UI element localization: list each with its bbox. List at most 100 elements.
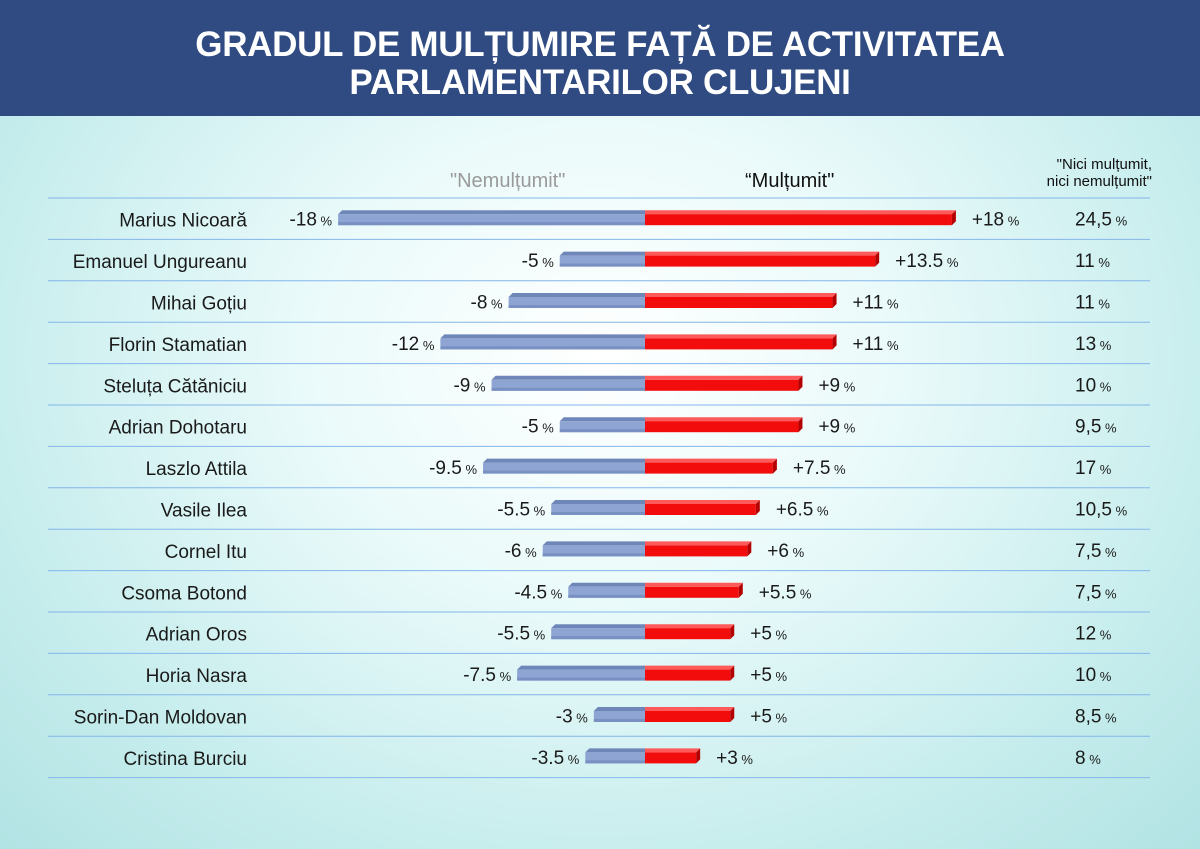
positive-value-label: +9 % <box>818 375 855 396</box>
negative-bar-top <box>542 541 645 546</box>
neutral-value-label: 7,5 % <box>1075 582 1117 603</box>
positive-bar-top <box>645 500 760 504</box>
positive-bar-side <box>772 458 777 474</box>
positive-bar-top <box>645 334 837 339</box>
row-name: Emanuel Ungureanu <box>73 252 247 273</box>
positive-value-label: +6 % <box>767 541 804 562</box>
neutral-value-label: 7,5 % <box>1075 541 1117 562</box>
negative-bar-top <box>559 251 645 256</box>
negative-value-label: -6 % <box>505 541 538 562</box>
negative-value-label: -4.5 % <box>514 582 562 603</box>
neutral-value-label: 10,5 % <box>1075 500 1128 521</box>
positive-value-label: +5 % <box>750 707 787 728</box>
positive-bar <box>645 669 731 681</box>
positive-bar-side <box>696 748 701 764</box>
neutral-value-label: 10 % <box>1075 375 1112 396</box>
positive-bar <box>645 545 748 557</box>
negative-value-label: -3 % <box>556 707 589 728</box>
negative-bar-top <box>551 624 645 629</box>
positive-bar <box>645 255 876 267</box>
row-name: Marius Nicoară <box>119 211 247 232</box>
neutral-value-label: 8 % <box>1075 748 1101 769</box>
negative-bar-shade <box>517 677 645 681</box>
positive-bar <box>645 711 731 722</box>
neutral-value-label: 8,5 % <box>1075 707 1117 728</box>
positive-bar-top <box>645 458 777 463</box>
negative-bar-shade <box>568 594 645 598</box>
positive-value-label: +5.5 % <box>759 582 812 603</box>
neutral-value-label: 9,5 % <box>1075 417 1117 438</box>
positive-value-label: +3 % <box>716 748 753 769</box>
row-name: Steluța Cătăniciu <box>103 376 247 397</box>
positive-value-label: +13.5 % <box>895 251 959 272</box>
negative-bar-top <box>508 293 645 297</box>
negative-bar-shade <box>551 636 645 640</box>
positive-bar-side <box>755 500 760 515</box>
neutral-value-label: 12 % <box>1075 624 1112 645</box>
positive-value-label: +9 % <box>818 417 855 438</box>
negative-bar-top <box>440 334 645 339</box>
row-name: Florin Stamatian <box>109 335 247 356</box>
positive-bar-side <box>730 624 735 640</box>
negative-bar <box>593 711 645 722</box>
positive-bar-side <box>875 251 880 267</box>
negative-bar <box>559 255 645 267</box>
positive-bar-side <box>738 582 743 598</box>
negative-bar-shade <box>483 470 645 474</box>
negative-column-header: "Nemulțumit" <box>450 170 566 192</box>
positive-value-label: +5 % <box>750 624 787 645</box>
positive-bar-side <box>951 210 956 226</box>
title-line-1: GRADUL DE MULȚUMIRE FAȚĂ DE ACTIVITATEA <box>195 25 1005 64</box>
positive-bar-side <box>798 417 803 433</box>
positive-bar-side <box>832 334 837 350</box>
negative-bar-top <box>491 375 645 380</box>
negative-bar-top <box>483 458 645 463</box>
row-name: Horia Nasra <box>146 666 248 687</box>
row-name: Adrian Dohotaru <box>109 418 247 439</box>
row-name: Mihai Goțiu <box>151 294 247 315</box>
positive-bar-top <box>645 210 956 215</box>
negative-bar-shade <box>491 387 645 391</box>
negative-value-label: -12 % <box>392 334 435 355</box>
neutral-value-label: 17 % <box>1075 458 1112 479</box>
negative-bar-top <box>593 707 645 711</box>
negative-bar <box>542 545 645 557</box>
positive-bar <box>645 586 739 598</box>
positive-bar-side <box>730 707 735 722</box>
negative-bar-shade <box>559 429 645 433</box>
negative-bar <box>338 214 645 226</box>
neutral-value-label: 10 % <box>1075 665 1112 686</box>
negative-value-label: -9 % <box>453 375 486 396</box>
negative-bar <box>483 462 645 474</box>
positive-bar-top <box>645 624 735 629</box>
positive-bar-top <box>645 251 880 256</box>
positive-bar <box>645 421 799 433</box>
negative-bar-top <box>568 582 645 587</box>
positive-bar-side <box>832 293 837 308</box>
row-name: Cornel Itu <box>165 542 247 563</box>
row-name: Laszlo Attila <box>146 459 248 480</box>
negative-bar <box>440 338 645 350</box>
neutral-value-label: 24,5 % <box>1075 210 1128 231</box>
negative-value-label: -7.5 % <box>463 665 511 686</box>
negative-bar <box>551 504 645 515</box>
positive-bar-top <box>645 417 803 422</box>
neutral-value-label: 13 % <box>1075 334 1112 355</box>
positive-bar-top <box>645 541 752 546</box>
negative-bar <box>517 669 645 681</box>
negative-value-label: -5 % <box>522 251 555 272</box>
row-name: Adrian Oros <box>146 625 247 646</box>
positive-bar-top <box>645 375 803 380</box>
negative-bar-top <box>585 748 645 753</box>
negative-bar-shade <box>508 305 645 308</box>
positive-bar <box>645 214 952 226</box>
negative-bar-shade <box>559 263 645 267</box>
negative-value-label: -5 % <box>522 417 555 438</box>
negative-bar <box>551 628 645 640</box>
negative-value-label: -8 % <box>471 293 504 314</box>
neutral-value-label: 11 % <box>1075 251 1110 272</box>
positive-bar-top <box>645 293 837 297</box>
negative-bar-shade <box>338 222 645 226</box>
negative-value-label: -18 % <box>289 210 332 231</box>
